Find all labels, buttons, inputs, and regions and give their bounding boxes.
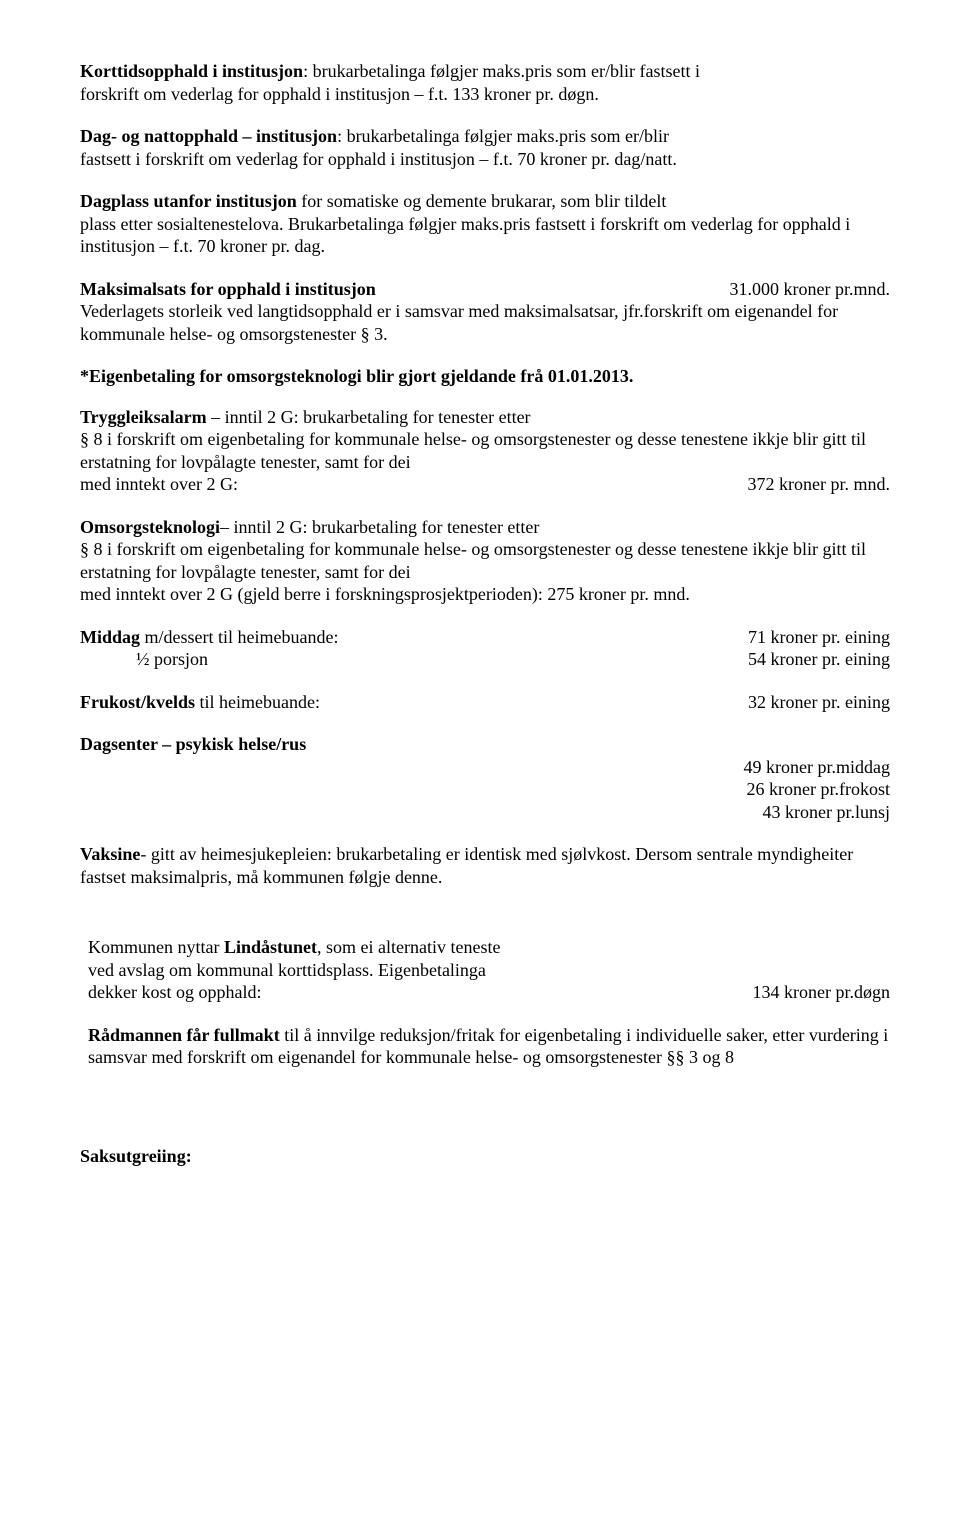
value: 54 kroner pr. eining bbox=[724, 648, 890, 671]
line: Kommunen nyttar Lindåstunet, som ei alte… bbox=[88, 936, 890, 959]
term-vaksine: Vaksine bbox=[80, 844, 140, 864]
term-tryggleiksalarm: Tryggleiksalarm bbox=[80, 407, 207, 427]
value: 32 kroner pr. eining bbox=[724, 691, 890, 714]
row-maksimalsats: Maksimalsats for opphald i institusjon 3… bbox=[80, 278, 890, 301]
para-dag-natt: Dag- og nattopphald – institusjon: bruka… bbox=[80, 125, 890, 170]
text: - gitt av heimesjukepleien: brukarbetali… bbox=[80, 844, 853, 887]
line: med inntekt over 2 G (gjeld berre i fors… bbox=[80, 583, 890, 606]
text: til heimebuande: bbox=[195, 692, 320, 712]
para-dagplass: Dagplass utanfor institusjon for somatis… bbox=[80, 190, 890, 258]
para-middag: Middag m/dessert til heimebuande: 71 kro… bbox=[80, 626, 890, 671]
para-frukost: Frukost/kvelds til heimebuande: 32 krone… bbox=[80, 691, 890, 714]
line: § 8 i forskrift om eigenbetaling for kom… bbox=[80, 428, 890, 473]
row-frukost: Frukost/kvelds til heimebuande: 32 krone… bbox=[80, 691, 890, 714]
line: Vederlagets storleik ved langtidsopphald… bbox=[80, 300, 890, 345]
line: Dag- og nattopphald – institusjon: bruka… bbox=[80, 125, 890, 148]
value: 26 kroner pr.frokost bbox=[723, 778, 890, 801]
label: Middag m/dessert til heimebuande: bbox=[80, 626, 724, 649]
value: 372 kroner pr. mnd. bbox=[724, 473, 890, 496]
term-dagplass: Dagplass utanfor institusjon bbox=[80, 191, 297, 211]
para-dagsenter: Dagsenter – psykisk helse/rus 49 kroner … bbox=[80, 733, 890, 823]
text: – inntil 2 G: brukarbetaling for teneste… bbox=[220, 517, 539, 537]
line: Korttidsopphald i institusjon: brukarbet… bbox=[80, 60, 890, 83]
row-dagsenter-middag: 49 kroner pr.middag bbox=[80, 756, 890, 779]
line: ved avslag om kommunal korttidsplass. Ei… bbox=[88, 959, 890, 982]
spacer bbox=[80, 801, 739, 824]
row-dagsenter-lunsj: 43 kroner pr.lunsj bbox=[80, 801, 890, 824]
label: ½ porsjon bbox=[80, 648, 724, 671]
row-lindastunet: dekker kost og opphald: 134 kroner pr.dø… bbox=[88, 981, 890, 1004]
term-dagsenter: Dagsenter – psykisk helse/rus bbox=[80, 733, 890, 756]
line: Dagplass utanfor institusjon for somatis… bbox=[80, 190, 890, 213]
line: § 8 i forskrift om eigenbetaling for kom… bbox=[80, 538, 890, 583]
text: , som ei alternativ teneste bbox=[317, 937, 500, 957]
term-frukost: Frukost/kvelds bbox=[80, 692, 195, 712]
para-tryggleiksalarm: Tryggleiksalarm – inntil 2 G: brukarbeta… bbox=[80, 406, 890, 496]
row-tryggleiksalarm: med inntekt over 2 G: 372 kroner pr. mnd… bbox=[80, 473, 890, 496]
term-middag: Middag bbox=[80, 627, 140, 647]
line: forskrift om vederlag for opphald i inst… bbox=[80, 83, 890, 106]
text: – inntil 2 G: brukarbetaling for teneste… bbox=[207, 407, 531, 427]
para-lindastunet: Kommunen nyttar Lindåstunet, som ei alte… bbox=[80, 936, 890, 1004]
label: dekker kost og opphald: bbox=[88, 981, 729, 1004]
term-maksimalsats: Maksimalsats for opphald i institusjon bbox=[80, 278, 706, 301]
value: 134 kroner pr.døgn bbox=[729, 981, 890, 1004]
spacer bbox=[80, 778, 723, 801]
row-middag: Middag m/dessert til heimebuande: 71 kro… bbox=[80, 626, 890, 649]
row-half-porsjon: ½ porsjon 54 kroner pr. eining bbox=[80, 648, 890, 671]
label: med inntekt over 2 G: bbox=[80, 473, 724, 496]
term-lindastunet: Lindåstunet bbox=[224, 937, 317, 957]
para-radmannen: Rådmannen får fullmakt til å innvilge re… bbox=[80, 1024, 890, 1069]
text: for somatiske og demente brukarar, som b… bbox=[297, 191, 667, 211]
spacer bbox=[80, 756, 720, 779]
value: 71 kroner pr. eining bbox=[724, 626, 890, 649]
text: : brukarbetalinga følgjer maks.pris som … bbox=[337, 126, 669, 146]
term-omsorgsteknologi: Omsorgsteknologi bbox=[80, 517, 220, 537]
term-korttidsopphald: Korttidsopphald i institusjon bbox=[80, 61, 303, 81]
text: : brukarbetalinga følgjer maks.pris som … bbox=[303, 61, 700, 81]
term-dag-natt: Dag- og nattopphald – institusjon bbox=[80, 126, 337, 146]
para-korttidsopphald: Korttidsopphald i institusjon: brukarbet… bbox=[80, 60, 890, 105]
para-omsorgsteknologi: Omsorgsteknologi– inntil 2 G: brukarbeta… bbox=[80, 516, 890, 606]
text: Kommunen nyttar bbox=[88, 937, 224, 957]
para-vaksine: Vaksine- gitt av heimesjukepleien: bruka… bbox=[80, 843, 890, 888]
line: fastsett i forskrift om vederlag for opp… bbox=[80, 148, 890, 171]
value: 43 kroner pr.lunsj bbox=[739, 801, 891, 824]
note-eigenbetaling: *Eigenbetaling for omsorgsteknologi blir… bbox=[80, 365, 890, 388]
value-maksimalsats: 31.000 kroner pr.mnd. bbox=[706, 278, 890, 301]
line: Omsorgsteknologi– inntil 2 G: brukarbeta… bbox=[80, 516, 890, 539]
line: plass etter sosialtenestelova. Brukarbet… bbox=[80, 213, 890, 258]
line: Tryggleiksalarm – inntil 2 G: brukarbeta… bbox=[80, 406, 890, 429]
para-maksimalsats: Maksimalsats for opphald i institusjon 3… bbox=[80, 278, 890, 346]
label: Frukost/kvelds til heimebuande: bbox=[80, 691, 724, 714]
heading-saksutgreiing: Saksutgreiing: bbox=[80, 1145, 890, 1168]
text: m/dessert til heimebuande: bbox=[140, 627, 338, 647]
row-dagsenter-frokost: 26 kroner pr.frokost bbox=[80, 778, 890, 801]
value: 49 kroner pr.middag bbox=[720, 756, 890, 779]
term-radmannen: Rådmannen får fullmakt bbox=[88, 1025, 280, 1045]
